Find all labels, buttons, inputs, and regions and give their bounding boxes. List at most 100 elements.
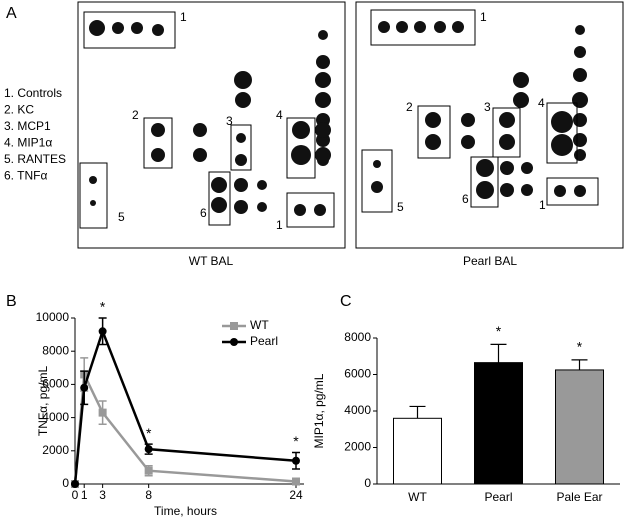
box-label: 3 <box>226 114 233 128</box>
marker <box>98 408 107 417</box>
box-label: 5 <box>118 210 125 224</box>
blot-spot <box>315 92 331 108</box>
error-bar <box>409 405 426 419</box>
blot-spot <box>573 133 587 147</box>
blot-spot <box>211 197 227 213</box>
blot-spot <box>294 204 306 216</box>
y-tick-label: 10000 <box>36 310 70 324</box>
blot-spot <box>499 112 515 128</box>
blot-spot <box>318 30 328 40</box>
blot-spot <box>378 21 390 33</box>
box-label: 6 <box>462 192 469 206</box>
blot-spot <box>152 24 164 36</box>
blot-box <box>546 102 578 164</box>
bar <box>474 362 523 485</box>
legend-item: 4. MIP1α <box>4 136 52 150</box>
marker <box>144 445 153 454</box>
blot-spot <box>574 149 586 161</box>
blot-spot <box>396 21 408 33</box>
x-axis-label: Time, hours <box>154 504 217 518</box>
annotation: * <box>293 433 299 449</box>
marker <box>98 327 107 336</box>
blot-spot <box>89 176 97 184</box>
x-tick-label: 0 <box>72 488 79 502</box>
legend-item: 6. TNFα <box>4 169 47 183</box>
blot-spot <box>371 181 383 193</box>
blot-box <box>208 171 231 226</box>
blot-spot <box>476 159 494 177</box>
marker <box>71 480 79 488</box>
legend-marker <box>230 322 238 330</box>
y-axis-label: MIP1α, pg/mL <box>312 373 326 448</box>
legend-item: 1. Controls <box>4 86 62 100</box>
error-bar <box>490 343 507 363</box>
box-label: 1 <box>180 10 187 24</box>
blot-spot <box>90 200 96 206</box>
box-label: 3 <box>484 100 491 114</box>
blot-spot <box>573 113 587 127</box>
annotation: * <box>146 425 152 441</box>
blot-box <box>470 156 499 208</box>
blot-spot <box>476 181 494 199</box>
blot-spot <box>551 134 573 156</box>
blot-spot <box>315 122 331 138</box>
blot-spot <box>257 180 267 190</box>
bar <box>393 417 442 485</box>
blot-box <box>286 192 335 228</box>
blot-spot <box>234 178 248 192</box>
y-tick-label: 2000 <box>344 440 371 454</box>
blot-spot <box>211 177 227 193</box>
blot-spot <box>373 160 381 168</box>
blot-box <box>79 162 108 229</box>
y-tick-label: 8000 <box>344 330 371 344</box>
box-label: 6 <box>200 206 207 220</box>
annotation: * <box>577 339 583 355</box>
blot-spot <box>315 72 331 88</box>
blot-spot <box>193 123 207 137</box>
y-axis-label: TNFα, pg/mL <box>36 366 50 437</box>
legend-item: 3. MCP1 <box>4 119 51 133</box>
blot-spot <box>315 147 331 163</box>
blot-box <box>370 9 476 46</box>
y-tick-label: 8000 <box>42 343 69 357</box>
blot-box <box>492 107 521 158</box>
blot-spot <box>151 148 165 162</box>
annotation: * <box>496 323 502 339</box>
blot-spot <box>434 21 446 33</box>
y-tick-label: 6000 <box>42 377 69 391</box>
blot-box <box>286 117 316 179</box>
blot-spot <box>573 68 587 82</box>
blot-spot <box>235 92 251 108</box>
blot-spot <box>461 113 475 127</box>
blot-box <box>546 177 599 206</box>
blot-spot <box>151 123 165 137</box>
blot-spot <box>234 200 248 214</box>
blot-box <box>417 105 451 159</box>
blot-caption: Pearl BAL <box>463 254 517 268</box>
blot-spot <box>425 112 441 128</box>
blot-box <box>83 11 176 49</box>
blot-spot <box>234 71 252 89</box>
blot-spot <box>575 25 585 35</box>
blot-spot <box>292 121 310 139</box>
blot-spot <box>257 202 267 212</box>
panel-label: A <box>6 5 17 22</box>
box-label: 2 <box>406 100 413 114</box>
legend-marker <box>230 338 238 346</box>
x-tick-label: Pearl <box>484 490 512 504</box>
y-tick-label: 0 <box>62 476 69 490</box>
pearl-blot-frame <box>355 1 624 249</box>
blot-spot <box>425 134 441 150</box>
blot-box <box>143 117 173 169</box>
blot-spot <box>193 148 207 162</box>
blot-box <box>230 124 252 171</box>
y-tick-label: 0 <box>364 476 371 490</box>
legend-item: 5. RANTES <box>4 152 66 166</box>
wt-blot-frame <box>77 1 346 249</box>
box-label: 1 <box>276 218 283 232</box>
blot-spot <box>574 185 586 197</box>
box-label: 1 <box>539 198 546 212</box>
blot-spot <box>316 55 330 69</box>
blot-spot <box>521 184 533 196</box>
